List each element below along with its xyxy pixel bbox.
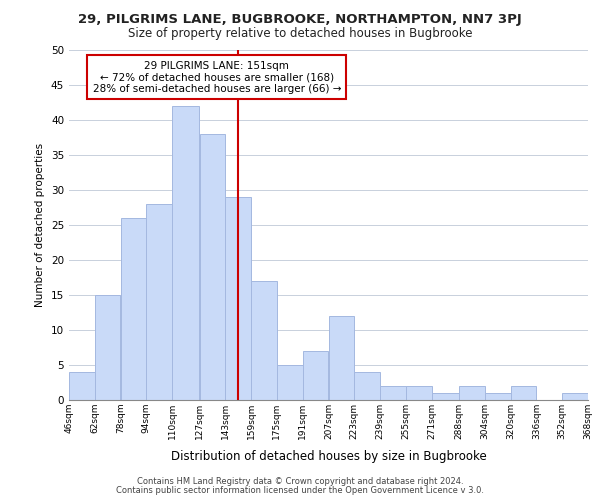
Text: 29 PILGRIMS LANE: 151sqm
← 72% of detached houses are smaller (168)
28% of semi-: 29 PILGRIMS LANE: 151sqm ← 72% of detach… [92,60,341,94]
Bar [485,393,511,400]
Bar [146,204,172,400]
Bar [380,386,406,400]
Bar [303,351,328,400]
Text: Size of property relative to detached houses in Bugbrooke: Size of property relative to detached ho… [128,28,472,40]
Bar [172,106,199,400]
Bar [329,316,354,400]
Y-axis label: Number of detached properties: Number of detached properties [35,143,46,307]
Bar [121,218,146,400]
Bar [69,372,95,400]
Bar [251,281,277,400]
Text: Contains HM Land Registry data © Crown copyright and database right 2024.: Contains HM Land Registry data © Crown c… [137,477,463,486]
Bar [95,295,121,400]
Bar [406,386,431,400]
X-axis label: Distribution of detached houses by size in Bugbrooke: Distribution of detached houses by size … [170,450,487,464]
Bar [562,393,588,400]
Text: 29, PILGRIMS LANE, BUGBROOKE, NORTHAMPTON, NN7 3PJ: 29, PILGRIMS LANE, BUGBROOKE, NORTHAMPTO… [78,12,522,26]
Bar [226,197,251,400]
Bar [511,386,536,400]
Text: Contains public sector information licensed under the Open Government Licence v : Contains public sector information licen… [116,486,484,495]
Bar [200,134,225,400]
Bar [355,372,380,400]
Bar [432,393,459,400]
Bar [277,365,302,400]
Bar [459,386,485,400]
